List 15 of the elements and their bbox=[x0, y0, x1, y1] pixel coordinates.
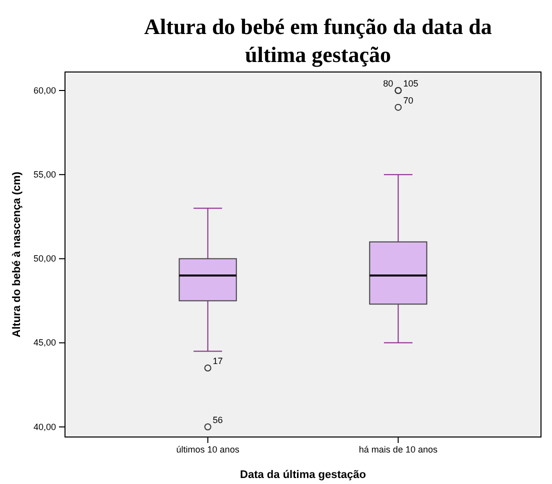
annotation: 105 bbox=[403, 78, 418, 88]
y-tick-label: 60,00 bbox=[33, 85, 56, 96]
y-tick-label: 55,00 bbox=[33, 169, 56, 180]
y-tick-label: 40,00 bbox=[33, 422, 56, 432]
annotation: 80 bbox=[383, 78, 394, 88]
y-tick-label: 50,00 bbox=[33, 254, 56, 264]
chart-title: Altura do bebé em função da data da última gestação bbox=[144, 14, 492, 67]
x-tick-label: últimos 10 anos bbox=[176, 444, 240, 454]
y-tick-label: 45,00 bbox=[33, 338, 56, 348]
x-axis-title: Data da última gestação bbox=[240, 469, 366, 481]
annotation: 56 bbox=[212, 414, 223, 425]
annotation: 17 bbox=[212, 356, 223, 366]
x-tick-label: há mais de 10 anos bbox=[358, 444, 438, 454]
y-axis-title: Altura do bebé à nascença (cm) bbox=[11, 171, 23, 338]
annotation: 70 bbox=[403, 95, 414, 106]
